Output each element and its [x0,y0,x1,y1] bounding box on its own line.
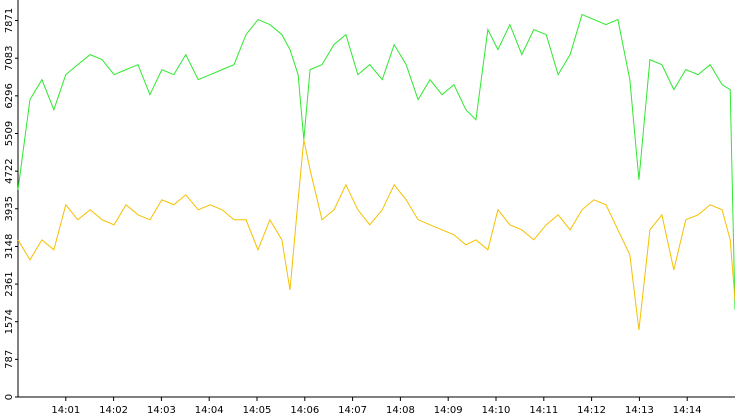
y-tick-label: 6296 [4,83,15,108]
y-tick-label: 3148 [4,234,15,259]
y-tick-label: 5509 [4,121,15,146]
x-tick-label: 14:12 [577,405,606,415]
x-tick-label: 14:10 [482,405,511,415]
y-tick-label: 2361 [4,271,15,296]
y-tick-label: 0 [4,394,15,400]
y-tick-label: 1574 [4,309,15,334]
y-tick-label: 7871 [4,8,15,33]
series-line [17,13,735,310]
series-line [17,139,735,331]
x-tick-label: 14:04 [195,405,224,415]
x-tick-label: 14:02 [99,405,128,415]
y-tick-label: 787 [4,350,15,369]
y-tick-label: 3935 [4,196,15,221]
x-tick-label: 14:05 [243,405,272,415]
x-tick-label: 14:07 [338,405,367,415]
y-tick-label: 4722 [4,158,15,183]
x-tick-label: 14:01 [51,405,80,415]
x-tick-label: 14:11 [529,405,558,415]
x-tick-label: 14:14 [673,405,702,415]
y-tick-label: 7083 [4,45,15,70]
x-tick-label: 14:08 [386,405,415,415]
x-tick-label: 14:06 [290,405,319,415]
x-tick-label: 14:09 [434,405,463,415]
x-tick-label: 14:13 [625,405,654,415]
x-tick-label: 14:03 [147,405,176,415]
